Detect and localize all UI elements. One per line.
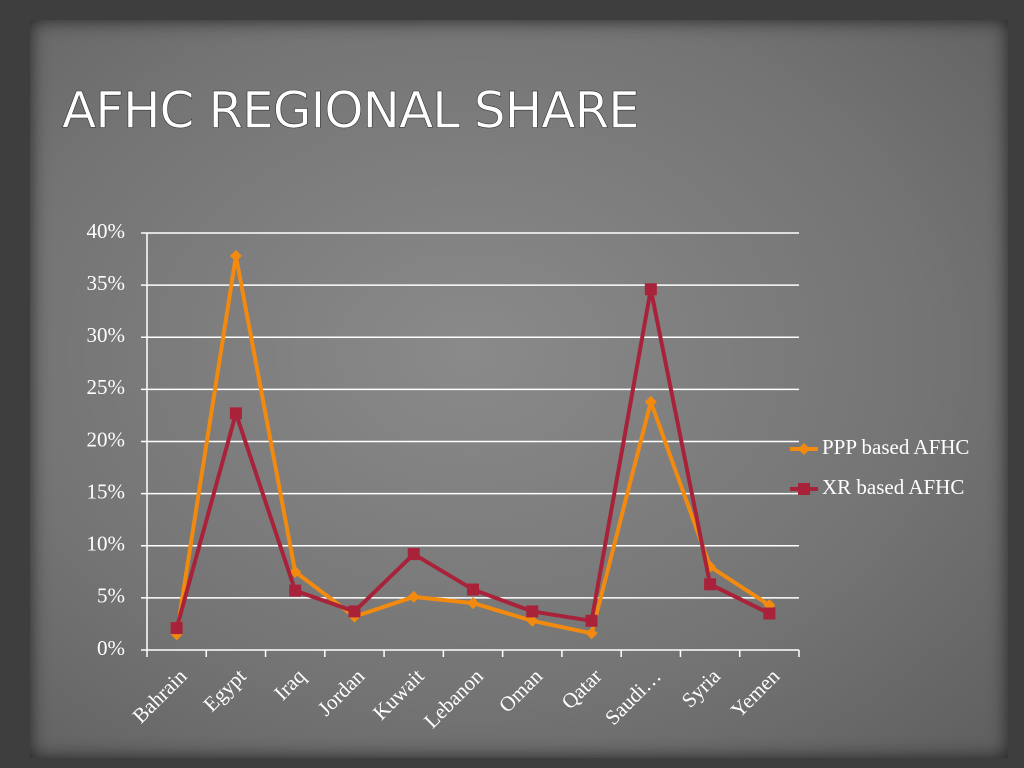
point-marker <box>526 605 539 618</box>
y-tick-label: 10% <box>87 532 126 556</box>
point-marker <box>407 590 420 603</box>
y-tick-label: 0% <box>97 636 125 660</box>
y-tick-label: 20% <box>87 427 126 451</box>
legend-label: PPP based AFHC <box>822 435 969 459</box>
point-marker <box>526 614 539 627</box>
point-marker <box>763 607 776 620</box>
point-marker <box>644 395 657 408</box>
y-tick-label: 15% <box>87 479 126 503</box>
point-marker <box>467 597 479 610</box>
point-marker <box>289 584 302 597</box>
x-tick-label: Syria <box>677 663 726 712</box>
point-marker <box>229 249 242 262</box>
x-tick-label: Egypt <box>198 664 251 717</box>
point-marker <box>229 407 242 420</box>
chart-title: AFHC REGIONAL SHARE <box>62 82 639 140</box>
x-tick-label: Oman <box>494 664 548 718</box>
point-marker <box>170 622 183 635</box>
x-tick-label: Lebanon <box>419 664 488 733</box>
series-line <box>174 287 771 629</box>
point-marker <box>585 627 598 640</box>
y-tick-label: 25% <box>87 375 126 399</box>
legend-marker <box>798 483 810 495</box>
x-tick-label: Bahrain <box>128 664 192 728</box>
y-tick-label: 5% <box>97 584 125 608</box>
x-tick-label: Qatar <box>557 664 607 714</box>
x-tick-label: Iraq <box>269 664 310 705</box>
point-marker <box>585 614 598 627</box>
point-marker <box>407 548 420 561</box>
x-tick-label: Jordan <box>313 664 370 721</box>
point-marker <box>289 565 302 578</box>
legend-marker <box>798 443 810 455</box>
y-tick-label: 30% <box>87 323 126 347</box>
y-tick-label: 35% <box>87 271 126 295</box>
point-marker <box>348 605 361 618</box>
point-marker <box>467 583 479 596</box>
x-tick-label: Saudi… <box>600 664 666 730</box>
y-tick-label: 40% <box>87 219 126 243</box>
point-marker <box>704 578 717 591</box>
point-marker <box>644 283 657 296</box>
legend-label: XR based AFHC <box>822 475 964 499</box>
x-tick-label: Yemen <box>726 664 785 723</box>
